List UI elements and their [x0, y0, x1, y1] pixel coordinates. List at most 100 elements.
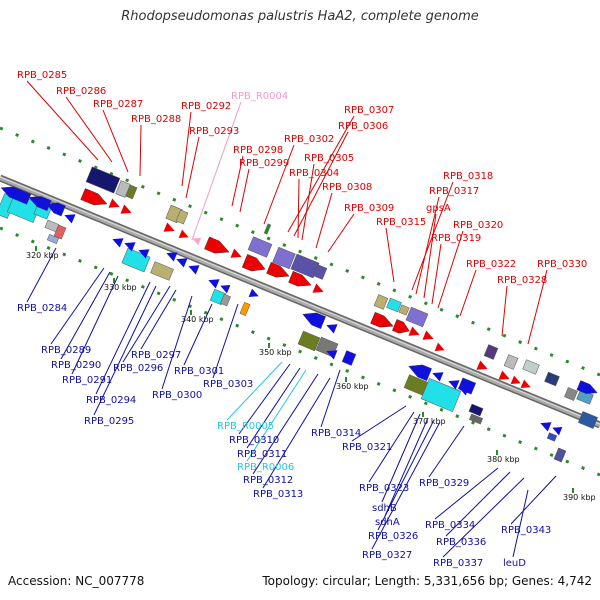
leader-line: [246, 367, 301, 449]
gene-arrow: [408, 364, 432, 381]
leader-line: [212, 303, 239, 379]
gene-arrow: [64, 214, 76, 224]
leader-line: [445, 471, 511, 537]
gene-label-rpb_0301: RPB_0301: [174, 366, 224, 377]
leader-line: [161, 295, 193, 390]
gene-arrow: [241, 254, 266, 272]
gene-label-rpb_0303: RPB_0303: [203, 379, 253, 390]
accession-text: Accession: NC_007778: [8, 574, 145, 588]
gene-label-gpsa: gpsA: [426, 203, 451, 214]
leader-line: [122, 285, 171, 363]
gene-label-rpb_0287: RPB_0287: [93, 99, 143, 110]
leader-line: [60, 271, 111, 360]
map-title: Rhodopseudomonas palustris HaA2, complet…: [121, 9, 479, 24]
gene-arrow: [266, 261, 290, 278]
leader-line: [191, 101, 242, 241]
gene-arrow: [448, 380, 460, 390]
leader-line: [381, 413, 421, 503]
leader-line: [368, 411, 415, 483]
leader-line: [181, 111, 192, 187]
gene-label-rpb_0295: RPB_0295: [84, 416, 134, 427]
gene-box: [46, 233, 60, 245]
gene-arrow: [112, 238, 124, 248]
leader-line: [431, 243, 442, 305]
gene-box: [220, 293, 231, 307]
gene-label-rpb_0290: RPB_0290: [51, 360, 101, 371]
leader-line: [428, 425, 465, 478]
gene-arrow: [80, 188, 108, 206]
gene-box: [564, 387, 578, 401]
gene-label-rpb_0297: RPB_0297: [131, 350, 181, 361]
gene-arrow: [552, 427, 563, 436]
gene-arrow: [230, 248, 242, 258]
leader-line: [26, 247, 57, 303]
leader-line: [140, 289, 177, 350]
gene-label-rpb_0317: RPB_0317: [429, 186, 479, 197]
gene-label-rpb_0302: RPB_0302: [284, 134, 334, 145]
gene-label-rpb_0337: RPB_0337: [433, 558, 483, 569]
leader-line: [239, 168, 250, 213]
gene-label-rpb_0329: RPB_0329: [419, 478, 469, 489]
gene-label-rpb_r0004: RPB_R0004: [231, 91, 288, 102]
tick-label: 360 kbp: [336, 382, 369, 391]
leader-line: [315, 192, 333, 249]
leader-line: [351, 405, 407, 442]
gene-arrow: [288, 270, 312, 287]
leader-line: [262, 377, 331, 489]
gene-box: [312, 264, 328, 280]
leader-line: [377, 419, 435, 531]
gene-box: [577, 411, 599, 429]
gene-box: [239, 301, 251, 317]
gene-label-rpb_0343: RPB_0343: [501, 525, 551, 536]
leader-line: [183, 303, 213, 366]
gene-arrow: [302, 312, 326, 329]
gene-label-rpb_0309: RPB_0309: [344, 203, 394, 214]
gene-arrow: [108, 198, 120, 208]
gene-label-rpb_0288: RPB_0288: [131, 114, 181, 125]
gene-box: [125, 184, 138, 200]
gene-label-rpb_0315: RPB_0315: [376, 217, 426, 228]
gene-box: [247, 236, 273, 258]
gene-arrow: [476, 360, 488, 370]
gene-label-rpb_0298: RPB_0298: [233, 145, 283, 156]
leader-line: [246, 369, 307, 462]
leader-line: [139, 124, 142, 177]
gene-box: [115, 180, 131, 198]
leader-line: [93, 285, 157, 416]
leader-line: [226, 361, 283, 421]
leader-line: [95, 281, 151, 395]
gene-box: [483, 344, 499, 360]
gene-label-rpb_0307: RPB_0307: [344, 105, 394, 116]
leader-line: [371, 421, 441, 550]
tick-label: 390 kbp: [563, 493, 596, 502]
gene-box: [341, 350, 357, 366]
tick-label: 350 kbp: [259, 348, 292, 357]
gene-label-rpb_0313: RPB_0313: [253, 489, 303, 500]
gene-label-rpb_0312: RPB_0312: [243, 475, 293, 486]
gene-arrow: [163, 222, 175, 232]
gene-label-rpb_0293: RPB_0293: [189, 126, 239, 137]
gene-box: [522, 359, 540, 375]
leader-line: [185, 136, 200, 199]
gene-label-rpb_0336: RPB_0336: [436, 537, 486, 548]
gene-box: [544, 371, 560, 387]
gene-label-rpb_0284: RPB_0284: [17, 303, 67, 314]
gene-label-rpb_0310: RPB_0310: [229, 435, 279, 446]
gene-box: [263, 223, 272, 235]
leader-line: [510, 475, 557, 525]
gene-box: [386, 297, 402, 313]
gene-box: [398, 304, 410, 316]
gene-box: [272, 246, 296, 270]
gene-label-rpb_0318: RPB_0318: [443, 171, 493, 182]
gene-arrow: [422, 330, 434, 340]
gene-arrow: [166, 252, 178, 262]
gene-box: [405, 306, 429, 328]
gene-label-sdhb: sdhB: [372, 503, 397, 514]
leader-line: [501, 285, 508, 337]
gene-box: [150, 261, 174, 281]
gene-arrow: [220, 285, 231, 294]
gene-box: [175, 209, 189, 225]
gene-arrow: [138, 249, 150, 259]
leader-line: [385, 227, 395, 283]
gene-label-rpb_0300: RPB_0300: [152, 390, 202, 401]
